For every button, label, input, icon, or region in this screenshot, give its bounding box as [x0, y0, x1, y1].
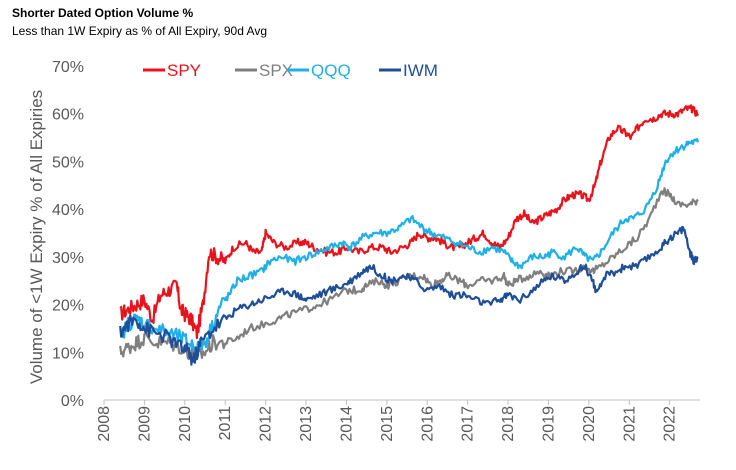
legend-label: IWM [403, 61, 438, 80]
legend-item-spx: SPX [235, 61, 293, 80]
x-tick-label: 2020 [581, 406, 598, 442]
legend-item-qqq: QQQ [287, 61, 351, 80]
x-tick-label: 2022 [662, 406, 679, 442]
legend-label: SPY [167, 61, 201, 80]
y-tick-label: 40% [52, 202, 84, 219]
x-tick-label: 2016 [419, 406, 436, 442]
x-tick-label: 2010 [177, 406, 194, 442]
legend-label: SPX [259, 61, 293, 80]
series-line-spy [119, 104, 699, 340]
chart-subtitle: Less than 1W Expiry as % of All Expiry, … [12, 24, 268, 38]
x-tick-label: 2012 [258, 406, 275, 442]
x-tick-label: 2018 [500, 406, 517, 442]
series-line-iwm [119, 225, 699, 366]
legend-label: QQQ [311, 61, 351, 80]
x-tick-label: 2014 [338, 406, 355, 442]
legend-item-iwm: IWM [379, 61, 438, 80]
y-tick-label: 70% [52, 59, 84, 76]
x-tick-label: 2019 [540, 406, 557, 442]
x-tick-label: 2011 [217, 406, 234, 441]
y-tick-label: 60% [52, 107, 84, 124]
series-line-spx [119, 187, 699, 361]
x-tick-label: 2013 [298, 406, 315, 442]
x-tick-label: 2015 [379, 406, 396, 442]
y-axis-title: Volume of <1W Expiry % of All Expiries [27, 90, 46, 384]
y-tick-label: 10% [52, 345, 84, 362]
legend-item-spy: SPY [143, 61, 201, 80]
chart-title: Shorter Dated Option Volume % [12, 6, 194, 20]
y-tick-label: 30% [52, 250, 84, 267]
x-tick-label: 2009 [136, 406, 153, 442]
series-line-qqq [119, 138, 700, 355]
y-tick-label: 20% [52, 298, 84, 315]
x-tick-label: 2017 [460, 406, 477, 442]
y-tick-label: 0% [61, 393, 84, 410]
x-tick-label: 2021 [621, 406, 638, 442]
x-tick-label: 2008 [96, 406, 113, 442]
y-tick-label: 50% [52, 154, 84, 171]
